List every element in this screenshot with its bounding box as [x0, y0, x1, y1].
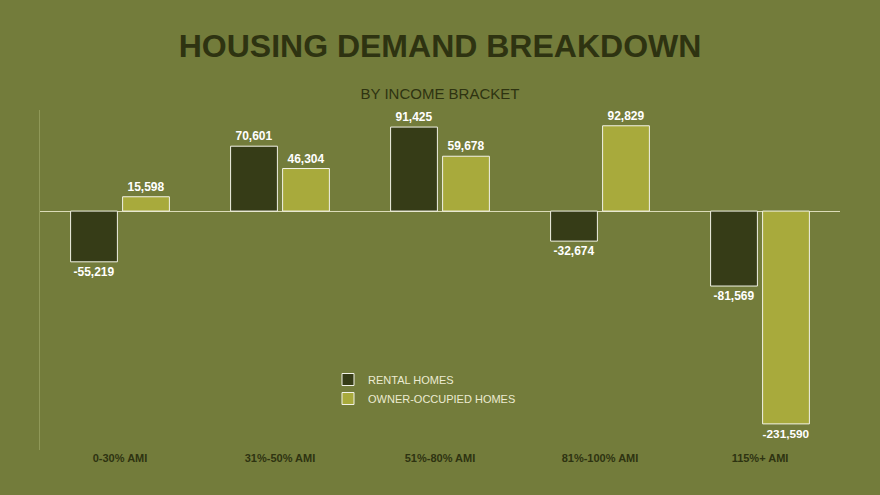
svg-text:-231,590: -231,590 — [763, 427, 810, 440]
svg-text:81%-100% AMI: 81%-100% AMI — [562, 452, 639, 464]
svg-text:92,829: 92,829 — [607, 109, 644, 123]
svg-text:0-30% AMI: 0-30% AMI — [93, 452, 148, 464]
svg-text:46,304: 46,304 — [287, 152, 324, 166]
svg-text:BY INCOME BRACKET: BY INCOME BRACKET — [361, 85, 520, 102]
svg-text:15,598: 15,598 — [127, 180, 164, 194]
svg-text:-81,569: -81,569 — [713, 289, 754, 303]
svg-text:51%-80% AMI: 51%-80% AMI — [405, 452, 476, 464]
svg-text:115%+ AMI: 115%+ AMI — [732, 452, 789, 464]
svg-text:OWNER-OCCUPIED HOMES: OWNER-OCCUPIED HOMES — [368, 393, 515, 405]
svg-text:31%-50% AMI: 31%-50% AMI — [245, 452, 316, 464]
svg-text:91,425: 91,425 — [395, 110, 432, 124]
svg-text:-55,219: -55,219 — [73, 265, 114, 279]
svg-text:59,678: 59,678 — [447, 139, 484, 153]
svg-text:RENTAL HOMES: RENTAL HOMES — [368, 374, 454, 386]
svg-text:HOUSING DEMAND BREAKDOWN: HOUSING DEMAND BREAKDOWN — [179, 28, 702, 64]
svg-text:70,601: 70,601 — [235, 129, 272, 143]
svg-text:-32,674: -32,674 — [553, 244, 594, 258]
